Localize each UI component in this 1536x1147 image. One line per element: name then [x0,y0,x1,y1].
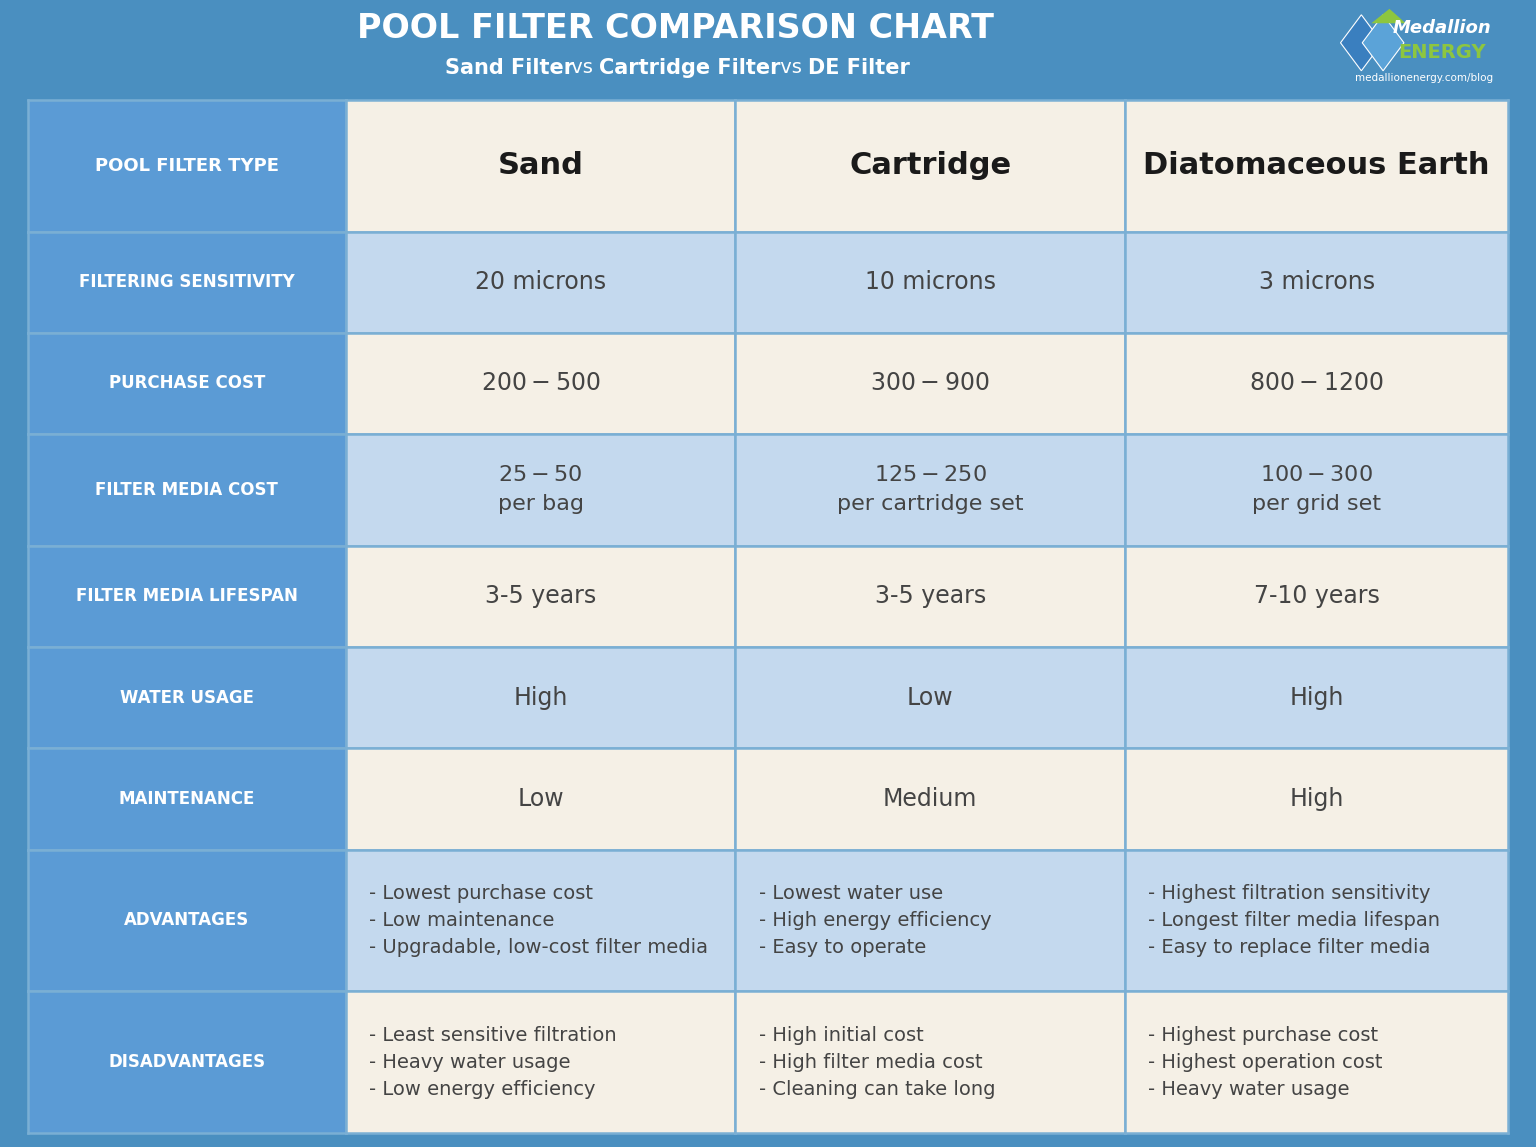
Text: High: High [1289,686,1344,710]
Text: FILTERING SENSITIVITY: FILTERING SENSITIVITY [78,273,295,291]
Text: WATER USAGE: WATER USAGE [120,688,253,707]
Text: Medallion: Medallion [1393,19,1491,38]
Text: $300-$900: $300-$900 [871,372,989,396]
Text: $100-$300
per grid set: $100-$300 per grid set [1252,466,1381,514]
Text: Diatomaceous Earth: Diatomaceous Earth [1143,151,1490,180]
Text: High: High [513,686,568,710]
Text: DE Filter: DE Filter [808,57,909,78]
Text: - Highest purchase cost
- Highest operation cost
- Heavy water usage: - Highest purchase cost - Highest operat… [1147,1025,1382,1099]
Text: High: High [1289,787,1344,811]
Text: DISADVANTAGES: DISADVANTAGES [108,1053,266,1071]
Text: Cartridge Filter: Cartridge Filter [599,57,780,78]
Text: Sand: Sand [498,151,584,180]
Text: vs: vs [774,58,808,77]
Text: PURCHASE COST: PURCHASE COST [109,374,266,392]
Text: POOL FILTER COMPARISON CHART: POOL FILTER COMPARISON CHART [358,11,994,45]
Text: ADVANTAGES: ADVANTAGES [124,912,249,929]
Text: FILTER MEDIA LIFESPAN: FILTER MEDIA LIFESPAN [75,587,298,606]
Text: Low: Low [906,686,954,710]
Text: ENERGY: ENERGY [1398,42,1485,62]
Text: FILTER MEDIA COST: FILTER MEDIA COST [95,481,278,499]
Text: - High initial cost
- High filter media cost
- Cleaning can take long: - High initial cost - High filter media … [759,1025,995,1099]
Text: Cartridge: Cartridge [849,151,1011,180]
Polygon shape [1362,15,1404,71]
Text: - Least sensitive filtration
- Heavy water usage
- Low energy efficiency: - Least sensitive filtration - Heavy wat… [369,1025,617,1099]
Text: 3 microns: 3 microns [1258,271,1375,294]
Text: $800-$1200: $800-$1200 [1249,372,1384,396]
Text: Sand Filter: Sand Filter [445,57,574,78]
Text: $200-$500: $200-$500 [481,372,601,396]
Text: MAINTENANCE: MAINTENANCE [118,790,255,807]
Text: Medium: Medium [883,787,977,811]
Polygon shape [1341,15,1382,71]
Text: 7-10 years: 7-10 years [1253,584,1379,608]
Text: $125-$250
per cartridge set: $125-$250 per cartridge set [837,466,1023,514]
Text: 10 microns: 10 microns [865,271,995,294]
Text: - Highest filtration sensitivity
- Longest filter media lifespan
- Easy to repla: - Highest filtration sensitivity - Longe… [1147,883,1439,958]
Text: medallionenergy.com/blog: medallionenergy.com/blog [1355,72,1493,83]
Text: - Lowest water use
- High energy efficiency
- Easy to operate: - Lowest water use - High energy efficie… [759,883,991,958]
Text: Low: Low [518,787,564,811]
Text: vs: vs [565,58,599,77]
Text: 20 microns: 20 microns [475,271,607,294]
Text: 3-5 years: 3-5 years [485,584,596,608]
Text: $25-$50
per bag: $25-$50 per bag [498,466,584,514]
Polygon shape [1372,9,1405,23]
Text: 3-5 years: 3-5 years [874,584,986,608]
Text: - Lowest purchase cost
- Low maintenance
- Upgradable, low-cost filter media: - Lowest purchase cost - Low maintenance… [369,883,708,958]
Text: POOL FILTER TYPE: POOL FILTER TYPE [95,157,280,174]
